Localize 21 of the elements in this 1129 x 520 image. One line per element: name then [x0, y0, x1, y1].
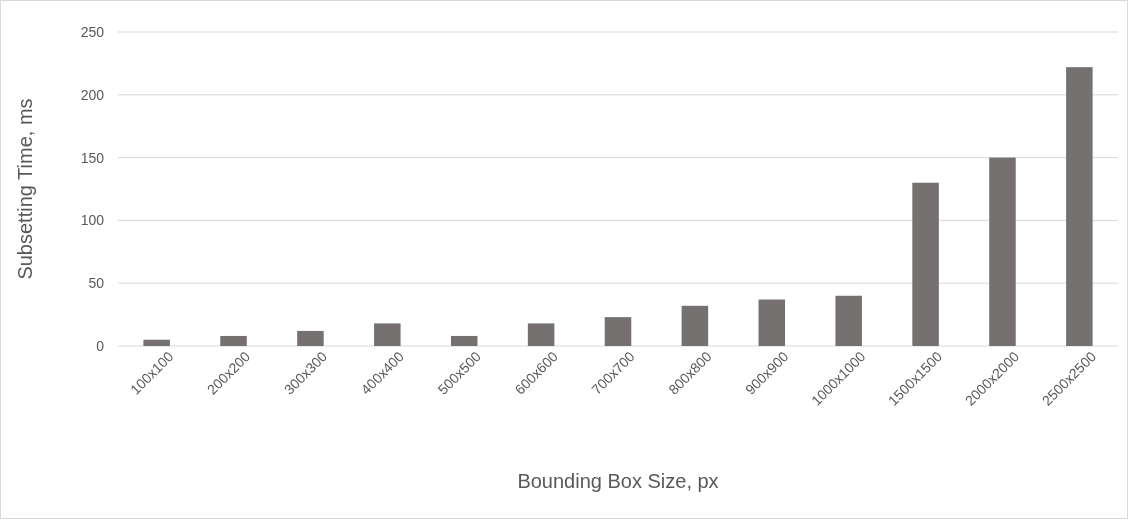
bar: [1066, 67, 1093, 346]
bar: [604, 317, 632, 346]
bar: [374, 323, 401, 346]
y-tick-label: 250: [80, 23, 105, 40]
bar: [912, 182, 939, 346]
bar: [989, 157, 1016, 346]
bar: [450, 335, 478, 346]
bar: [143, 339, 170, 346]
y-axis-title: Subsetting Time, ms: [14, 98, 36, 280]
y-tick-label: 200: [80, 86, 105, 103]
y-tick-label: 100: [80, 212, 105, 229]
bar: [758, 299, 786, 346]
bar: [297, 330, 324, 346]
bar: [220, 335, 247, 346]
y-tick-label: 0: [96, 337, 105, 354]
y-tick-label: 50: [88, 275, 105, 292]
x-axis-title: Bounding Box Size, px: [517, 470, 719, 492]
bar: [835, 295, 862, 346]
bar: [527, 323, 555, 346]
y-tick-label: 150: [80, 149, 105, 166]
bar: [681, 305, 709, 346]
